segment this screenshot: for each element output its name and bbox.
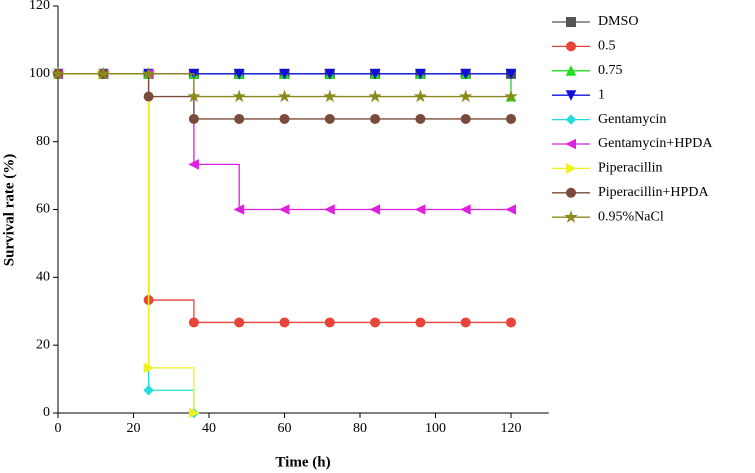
y-tick-label: 120 [29, 0, 50, 13]
marker [188, 317, 199, 328]
y-tick-label: 0 [43, 405, 50, 420]
y-tick-label: 80 [36, 134, 50, 149]
legend-label: Piperacillin [598, 161, 663, 176]
legend-label: DMSO [598, 14, 638, 29]
marker [565, 114, 577, 125]
marker [506, 317, 516, 328]
marker [460, 68, 472, 80]
marker [505, 68, 517, 80]
x-tick-label: 40 [202, 421, 216, 436]
x-axis-label: Time (h) [275, 454, 330, 470]
marker [368, 89, 382, 103]
marker [369, 68, 381, 80]
marker [415, 113, 426, 124]
marker [370, 317, 381, 328]
marker [324, 317, 335, 328]
marker [279, 317, 290, 328]
marker [504, 89, 518, 103]
legend-label: 0.75 [598, 63, 623, 78]
marker [279, 68, 290, 80]
legend-label: 1 [598, 87, 605, 102]
marker [415, 68, 426, 80]
marker [413, 89, 428, 103]
marker [324, 204, 335, 215]
legend-label: 0.5 [598, 39, 616, 54]
marker [232, 89, 246, 103]
marker [565, 138, 576, 150]
x-tick-label: 80 [353, 421, 367, 436]
marker [323, 89, 337, 103]
legend-label: Piperacillin+HPDA [598, 185, 709, 200]
marker [279, 113, 290, 124]
marker [566, 17, 576, 27]
marker [143, 91, 154, 102]
marker [233, 68, 245, 80]
y-tick-label: 40 [36, 270, 50, 285]
marker [565, 65, 577, 76]
marker [415, 317, 426, 328]
marker [370, 113, 381, 124]
marker [564, 210, 578, 223]
marker [234, 113, 245, 124]
legend-label: Gentamycin+HPDA [598, 136, 713, 151]
marker [458, 89, 473, 103]
legend-label: Gentamycin [598, 112, 666, 127]
marker [188, 113, 199, 124]
x-tick-label: 120 [501, 421, 522, 436]
step-line [58, 73, 511, 98]
marker [234, 317, 245, 328]
marker [414, 204, 426, 215]
marker [460, 113, 471, 124]
marker [188, 159, 199, 170]
x-tick-label: 20 [127, 421, 141, 436]
marker [324, 113, 335, 124]
marker [460, 317, 471, 328]
marker [566, 187, 576, 198]
marker [277, 89, 292, 103]
y-tick-label: 20 [36, 337, 50, 352]
marker [566, 41, 576, 52]
x-tick-label: 100 [425, 421, 446, 436]
y-tick-label: 100 [29, 66, 50, 81]
step-line [58, 73, 195, 413]
marker [324, 68, 336, 80]
marker [369, 204, 381, 215]
marker [566, 163, 577, 174]
marker [143, 362, 155, 374]
marker [141, 66, 156, 80]
marker [278, 204, 290, 215]
step-line [58, 73, 511, 324]
marker [506, 113, 516, 124]
x-tick-label: 0 [55, 421, 62, 436]
marker [96, 66, 111, 80]
marker [143, 385, 154, 396]
y-tick-label: 60 [36, 202, 50, 217]
marker [460, 204, 471, 215]
marker [188, 407, 200, 419]
marker [505, 204, 516, 215]
x-tick-label: 60 [278, 421, 292, 436]
marker [187, 89, 201, 103]
y-axis-label: Survival rate (%) [1, 154, 17, 266]
marker [565, 90, 577, 101]
marker [51, 66, 65, 80]
step-line [58, 73, 195, 413]
legend-label: 0.95%NaCl [598, 209, 664, 224]
marker [233, 204, 245, 215]
